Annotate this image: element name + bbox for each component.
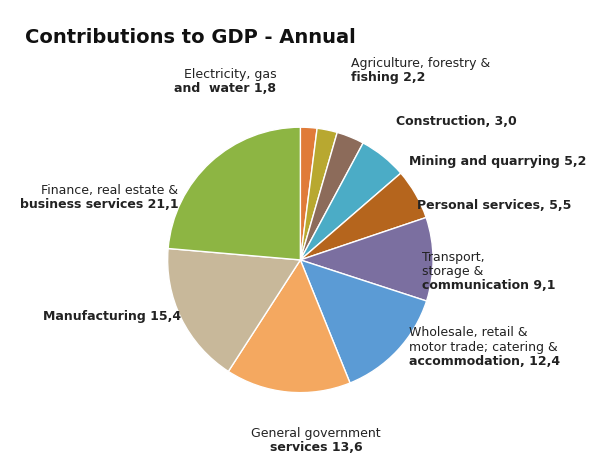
- Text: Personal services, 5,5: Personal services, 5,5: [417, 198, 572, 211]
- Text: communication 9,1: communication 9,1: [422, 279, 556, 292]
- Text: business services 21,1: business services 21,1: [20, 197, 178, 210]
- Text: Transport,: Transport,: [422, 250, 485, 263]
- Wedge shape: [168, 249, 300, 372]
- Text: fishing 2,2: fishing 2,2: [351, 71, 425, 84]
- Text: accommodation, 12,4: accommodation, 12,4: [409, 354, 561, 367]
- Wedge shape: [300, 144, 401, 260]
- Text: services 13,6: services 13,6: [270, 440, 363, 453]
- Wedge shape: [168, 128, 300, 260]
- Text: storage &: storage &: [422, 264, 484, 277]
- Text: Electricity, gas: Electricity, gas: [184, 67, 276, 80]
- Text: Mining and quarrying 5,2: Mining and quarrying 5,2: [409, 155, 586, 168]
- Text: Wholesale, retail &: Wholesale, retail &: [409, 325, 528, 339]
- Text: Agriculture, forestry &: Agriculture, forestry &: [351, 57, 490, 70]
- Text: Contributions to GDP - Annual: Contributions to GDP - Annual: [25, 28, 356, 46]
- Wedge shape: [300, 260, 427, 383]
- Wedge shape: [300, 133, 363, 260]
- Wedge shape: [300, 128, 317, 260]
- Text: Manufacturing 15,4: Manufacturing 15,4: [43, 309, 181, 323]
- Wedge shape: [300, 218, 433, 302]
- Text: Construction, 3,0: Construction, 3,0: [396, 115, 516, 128]
- Wedge shape: [300, 174, 426, 260]
- Text: Finance, real estate &: Finance, real estate &: [41, 183, 178, 196]
- Wedge shape: [228, 260, 350, 393]
- Text: motor trade; catering &: motor trade; catering &: [409, 340, 558, 353]
- Text: General government: General government: [252, 426, 381, 439]
- Text: and  water 1,8: and water 1,8: [174, 82, 276, 95]
- Wedge shape: [300, 129, 337, 260]
